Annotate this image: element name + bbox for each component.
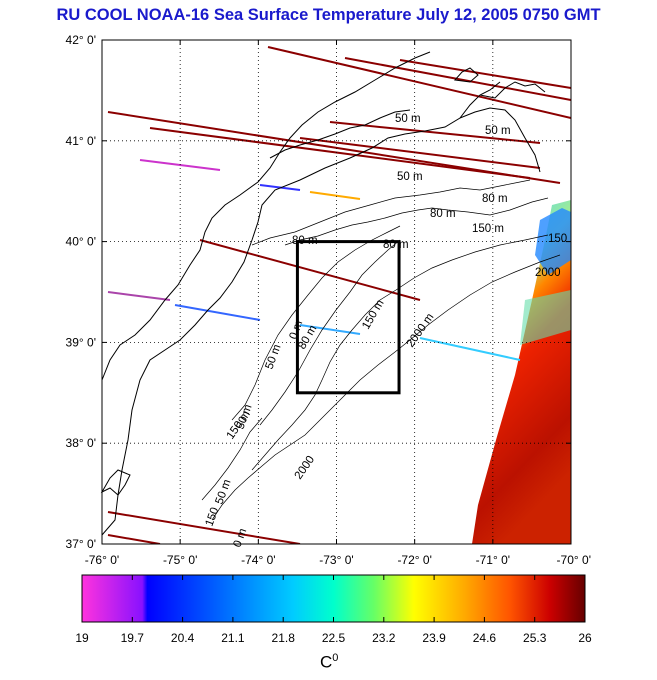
colorbar-unit: C0 [320,652,338,673]
contour-label: 50 m [214,478,234,506]
contour-label: 2000 [293,454,318,482]
colorbar-tick-label: 21.1 [221,631,245,645]
lon-tick-label: -70° 0' [557,553,591,567]
colorbar-tick-label: 19.7 [121,631,145,645]
graticule [102,40,571,544]
contour-label: 150 [548,233,567,245]
lon-tick-label: -74° 0' [241,553,275,567]
contour-label: 80 m [482,193,508,205]
colorbar-tick-label: 23.9 [422,631,446,645]
colorbar-tick-label: 20.4 [171,631,195,645]
colorbar-labels: 19 19.7 20.4 21.1 21.8 22.5 23.2 23.9 24.6 25.3 26 [75,631,592,645]
contour-label: 0 m [232,527,250,549]
colorbar [81,574,586,623]
contour-label: 150 m [472,223,504,235]
lon-tick-label: -71° 0' [476,553,510,567]
contour-label: 2000 [535,267,561,279]
colorbar-unit-superscript: 0 [332,652,339,664]
latitude-ticks [102,39,571,545]
colorbar-tick-label: 26 [578,631,592,645]
lat-tick-label: 38° 0' [66,436,96,450]
contour-label: 50 m [485,125,511,137]
colorbar-tick-label: 24.6 [473,631,497,645]
contour-label: 150 [204,506,222,528]
longitude-labels: -76° 0' -75° 0' -74° 0' -73° 0' -72° 0' -71° … [85,553,591,567]
lon-tick-label: -72° 0' [397,553,431,567]
lat-tick-label: 41° 0' [66,134,96,148]
colorbar-tick-label: 22.5 [322,631,346,645]
contour-label: 50 m [397,171,423,183]
latitude-labels: 42° 0' 41° 0' 40° 0' 39° 0' 38° 0' 37° 0' [66,33,96,551]
colorbar-tick-label: 25.3 [523,631,547,645]
colorbar-tick-label: 21.8 [272,631,296,645]
longitude-ticks [101,40,572,544]
study-area-box [295,240,401,395]
colorbar-tick-label: 19 [75,631,89,645]
lon-tick-label: -73° 0' [319,553,353,567]
lat-tick-label: 40° 0' [66,235,96,249]
contour-label: 50 m [264,343,284,371]
colorbar-unit-text: C [320,652,333,672]
contour-label: 50 m [395,113,421,125]
lat-tick-label: 42° 0' [66,33,96,47]
colorbar-tick-label: 23.2 [372,631,396,645]
bathymetry-contours [201,179,561,521]
lon-tick-label: -76° 0' [85,553,119,567]
lon-tick-label: -75° 0' [163,553,197,567]
lat-tick-label: 37° 0' [66,537,96,551]
contour-label: 2000 m [405,311,437,349]
satellite-swath [472,200,571,544]
colorbar-ticks [81,575,586,622]
contour-label: 80 m [430,208,456,220]
contour-label: 150 m [360,298,386,332]
lat-tick-label: 39° 0' [66,335,96,349]
coastline [100,51,546,536]
map-title: RU COOL NOAA-16 Sea Surface Temperature … [56,6,601,24]
